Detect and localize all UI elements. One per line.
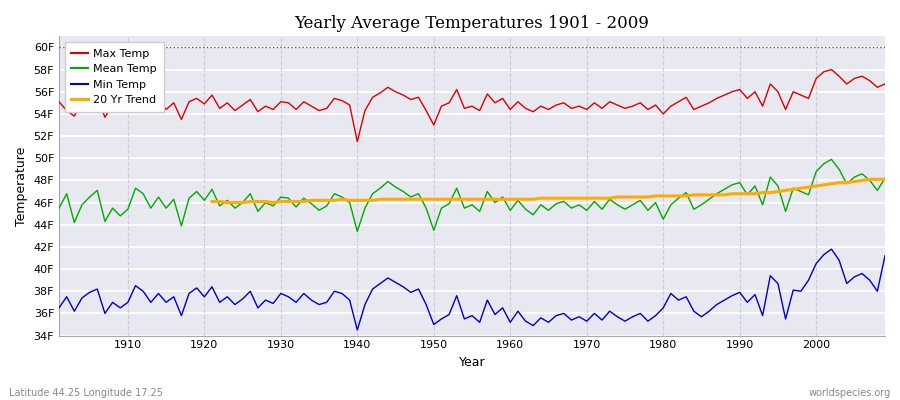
Title: Yearly Average Temperatures 1901 - 2009: Yearly Average Temperatures 1901 - 2009: [294, 15, 650, 32]
Text: worldspecies.org: worldspecies.org: [809, 388, 891, 398]
Text: Latitude 44.25 Longitude 17.25: Latitude 44.25 Longitude 17.25: [9, 388, 163, 398]
Legend: Max Temp, Mean Temp, Min Temp, 20 Yr Trend: Max Temp, Mean Temp, Min Temp, 20 Yr Tre…: [65, 42, 164, 112]
X-axis label: Year: Year: [459, 356, 485, 369]
Y-axis label: Temperature: Temperature: [15, 146, 28, 226]
